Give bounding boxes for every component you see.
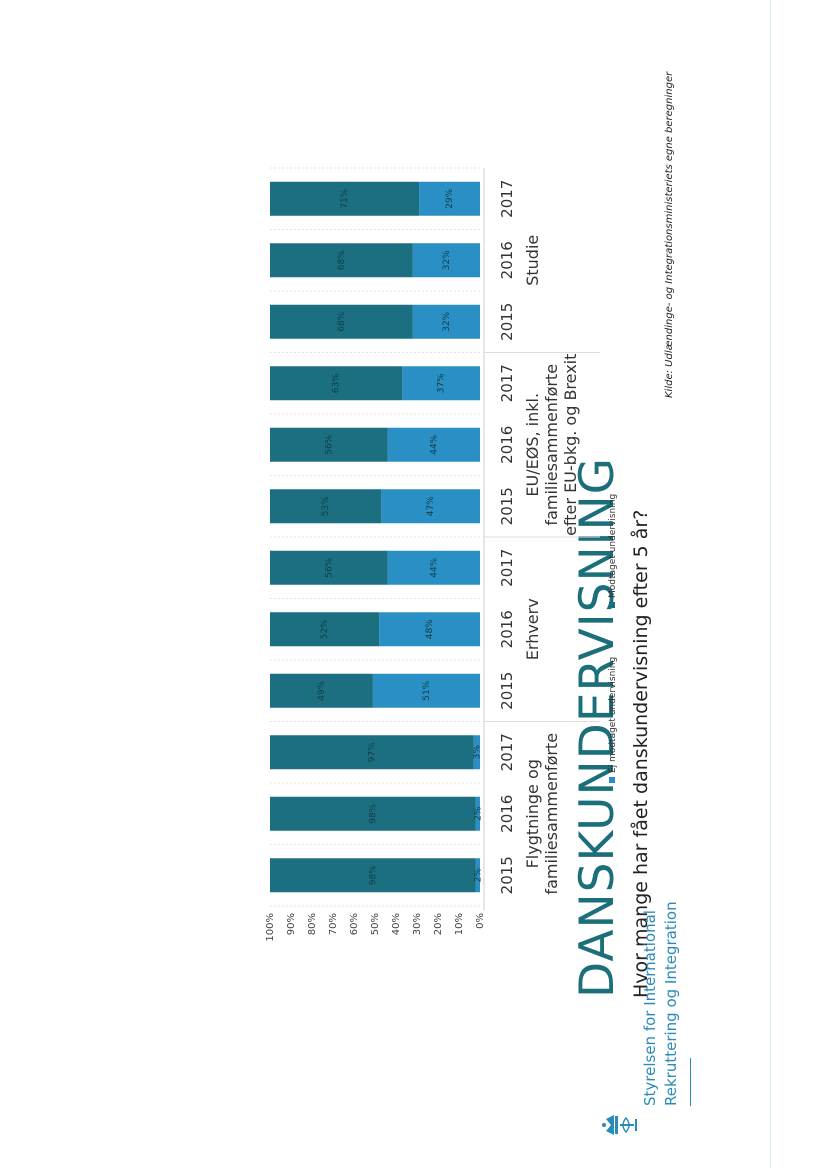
bars (270, 181, 481, 893)
data-label: 2% (473, 868, 483, 883)
data-label: 56% (324, 557, 334, 577)
gridlines (270, 167, 480, 907)
data-label: 52% (320, 619, 330, 639)
y-tick-label: 80% (307, 913, 318, 935)
bar-segment-modtaget (270, 181, 420, 216)
bar-segment-ej-modtaget (387, 550, 481, 585)
data-label: 44% (429, 434, 439, 454)
data-label: 2% (473, 806, 483, 821)
data-label: 48% (425, 619, 435, 639)
y-tick-label: 90% (286, 913, 297, 935)
crown-logo-icon (600, 1112, 644, 1138)
x-tick-label: 2015 (498, 487, 516, 525)
bar-segment-ej-modtaget (387, 427, 481, 462)
data-label: 53% (321, 496, 331, 516)
x-tick-label: 2015 (498, 856, 516, 894)
data-label: 98% (368, 865, 378, 885)
bar-segment-modtaget (270, 489, 382, 524)
x-tick-label: 2017 (498, 364, 516, 402)
x-tick-label: 2015 (498, 672, 516, 710)
x-tick-label: 2017 (498, 733, 516, 771)
bar-segment-modtaget (270, 366, 403, 401)
x-tick-label: 2016 (498, 426, 516, 464)
bar-segment-ej-modtaget (473, 735, 481, 770)
data-label: 29% (445, 188, 455, 208)
legend: Ej modtaget undervisning Modtaget undervi… (608, 494, 618, 783)
bar-segment-modtaget (270, 796, 476, 831)
bar-segment-ej-modtaget (381, 489, 480, 524)
legend-swatch (609, 602, 615, 608)
group-label: Flygtninge ogfamiliesammenførte (523, 733, 561, 895)
x-tick-label: 2015 (498, 303, 516, 341)
x-tick-label: 2017 (498, 549, 516, 587)
y-tick-label: 0% (475, 913, 486, 929)
organization-name-line2: Rekruttering og Integration (662, 901, 680, 1106)
data-label: 71% (340, 188, 350, 208)
y-tick-label: 50% (370, 913, 381, 935)
y-axis-ticks: 0% 10% 20% 30% 40% 50% 60% 70% 80% 90% 100% (265, 913, 486, 942)
y-tick-label: 60% (349, 913, 360, 935)
group-label: Erhverv (523, 598, 542, 660)
bar-segment-modtaget (270, 612, 380, 647)
data-label: 47% (426, 496, 436, 516)
data-label: 49% (317, 680, 327, 700)
data-label: 68% (337, 250, 347, 270)
data-label: 32% (442, 250, 452, 270)
source-note: Kilde: Udlændinge- og Integrationsminist… (664, 71, 675, 398)
bar-segment-modtaget (270, 427, 388, 462)
data-label: 97% (367, 742, 377, 762)
bar-segment-ej-modtaget (412, 243, 480, 278)
bar-segment-ej-modtaget (412, 304, 480, 339)
bar-segment-ej-modtaget (475, 796, 480, 831)
bar-segment-modtaget (270, 673, 373, 708)
x-tick-label: 2016 (498, 610, 516, 648)
data-label: 51% (422, 680, 432, 700)
data-label: 37% (437, 373, 447, 393)
legend-label: Modtaget undervisning (608, 494, 618, 598)
bar-segment-ej-modtaget (475, 858, 480, 893)
bar-segment-ej-modtaget (419, 181, 481, 216)
data-label: 98% (368, 803, 378, 823)
bar-segment-ej-modtaget (372, 673, 480, 708)
legend-swatch (609, 777, 615, 783)
data-label: 3% (472, 745, 482, 760)
x-axis: 2015 2016 2017 2015 2016 2017 2015 2016 2017 2015… (483, 168, 600, 910)
x-tick-label: 2016 (498, 795, 516, 833)
data-label: 68% (337, 311, 347, 331)
x-tick-label: 2016 (498, 241, 516, 279)
x-tick-label: 2017 (498, 180, 516, 218)
organization-name-line1: Styrelsen for International (641, 910, 659, 1106)
data-label: 63% (332, 373, 342, 393)
bar-segment-modtaget (270, 243, 413, 278)
data-label: 32% (442, 311, 452, 331)
group-label: Studie (523, 235, 542, 286)
organization-name: Styrelsen for International Rekruttering… (640, 901, 682, 1106)
bar-segment-ej-modtaget (402, 366, 480, 401)
bar-segment-ej-modtaget (379, 612, 481, 647)
bar-segment-modtaget (270, 550, 388, 585)
bar-segment-modtaget (270, 304, 413, 339)
y-tick-label: 20% (433, 913, 444, 935)
page-edge-line (770, 0, 771, 1168)
group-label: EU/EØS, inkl.familiesammenførteefter EU-… (523, 354, 580, 536)
data-labels: 2% 98% 2% 98% 3% 97% 51% 49% 48% 52% 44% 56% 47% 53% 4… (317, 188, 483, 885)
y-tick-label: 70% (328, 913, 339, 935)
y-tick-label: 30% (412, 913, 423, 935)
data-label: 44% (429, 557, 439, 577)
y-tick-label: 100% (265, 913, 276, 942)
data-label: 56% (324, 434, 334, 454)
y-tick-label: 10% (454, 913, 465, 935)
organization-underline (690, 1058, 691, 1106)
legend-label: Ej modtaget undervisning (608, 657, 618, 773)
bar-segment-modtaget (270, 858, 476, 893)
bar-segment-modtaget (270, 735, 474, 770)
y-tick-label: 40% (391, 913, 402, 935)
